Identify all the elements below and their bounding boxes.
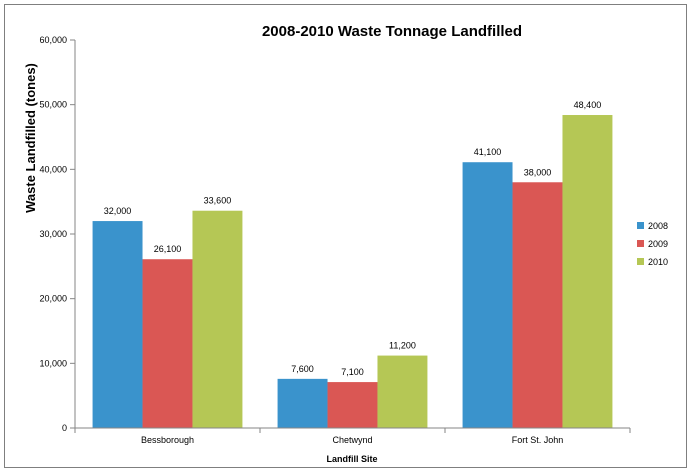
- bar-data-label: 7,100: [341, 367, 364, 377]
- x-tick-label: Bessborough: [141, 435, 194, 445]
- y-axis: 0 10,000 20,000 30,000 40,000 50,000 60,000: [39, 35, 75, 433]
- bar-2008-chetwynd: [277, 378, 328, 428]
- y-tick-label: 0: [62, 423, 67, 433]
- y-tick-label: 60,000: [39, 35, 67, 45]
- bar-data-label: 38,000: [524, 167, 552, 177]
- bar-2009-fort-st-john: [512, 182, 563, 428]
- y-tick-label: 10,000: [39, 358, 67, 368]
- bar-data-label: 33,600: [204, 196, 232, 206]
- bars-group: [92, 115, 613, 428]
- bar-data-label: 26,100: [154, 244, 182, 254]
- y-tick-label: 40,000: [39, 164, 67, 174]
- bar-2010-bessborough: [192, 210, 243, 428]
- bar-data-label: 41,100: [474, 147, 502, 157]
- legend-swatch-2009: [637, 240, 644, 247]
- legend-label-2009: 2009: [648, 239, 668, 249]
- x-axis-label: Landfill Site: [326, 454, 377, 464]
- bar-data-label: 48,400: [574, 100, 602, 110]
- legend-label-2010: 2010: [648, 257, 668, 267]
- data-labels-group: 32,000 7,600 41,100 26,100 7,100 38,000 33,600…: [104, 100, 601, 377]
- bar-2010-fort-st-john: [562, 115, 613, 428]
- y-axis-label: Waste Landfilled (tones): [23, 63, 38, 213]
- y-tick-label: 50,000: [39, 100, 67, 110]
- bar-data-label: 7,600: [291, 364, 314, 374]
- legend: 2008 2009 2010: [637, 221, 668, 267]
- bar-data-label: 11,200: [389, 341, 416, 351]
- x-tick-label: Fort St. John: [512, 435, 564, 445]
- chart-title: 2008-2010 Waste Tonnage Landfilled: [262, 23, 522, 40]
- legend-swatch-2008: [637, 222, 644, 229]
- y-tick-label: 30,000: [39, 229, 67, 239]
- x-tick-label: Chetwynd: [332, 435, 372, 445]
- bar-2010-chetwynd: [377, 355, 428, 428]
- bar-2009-bessborough: [142, 259, 193, 428]
- x-axis: Bessborough Chetwynd Fort St. John: [74, 428, 631, 445]
- legend-label-2008: 2008: [648, 221, 668, 231]
- bar-2009-chetwynd: [327, 382, 378, 428]
- bar-2008-bessborough: [92, 221, 143, 428]
- legend-swatch-2010: [637, 258, 644, 265]
- y-tick-label: 20,000: [39, 294, 67, 304]
- bar-data-label: 32,000: [104, 206, 132, 216]
- bar-2008-fort-st-john: [462, 162, 513, 428]
